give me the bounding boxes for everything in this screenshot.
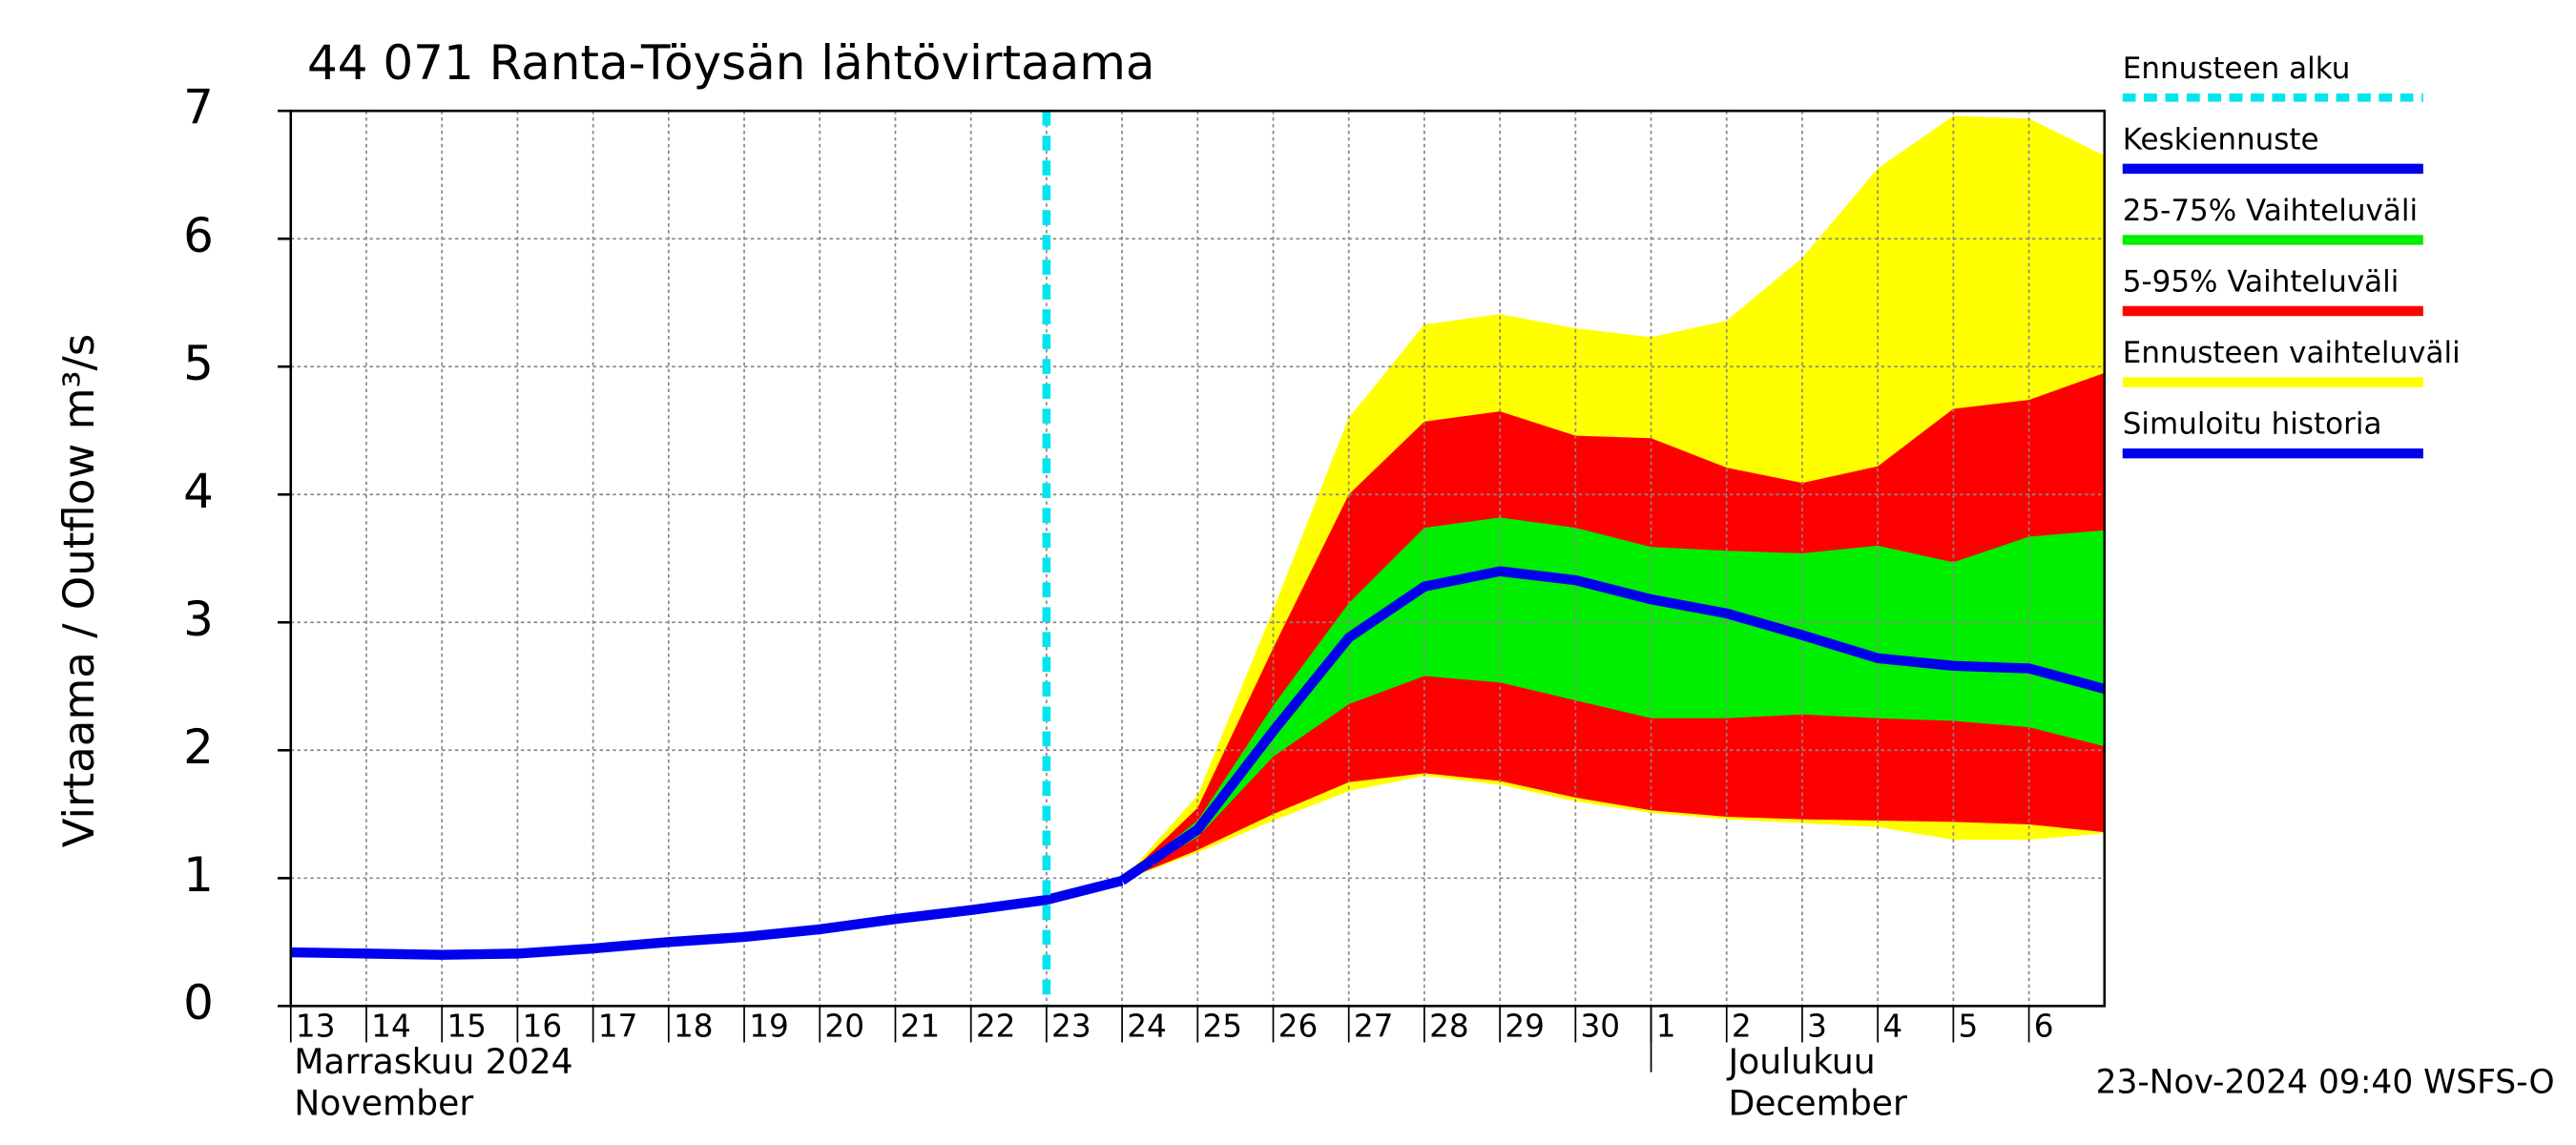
x-tick-label: 30 — [1581, 1008, 1621, 1044]
x-tick-label: 24 — [1127, 1008, 1167, 1044]
legend-label: 5-95% Vaihteluväli — [2123, 264, 2399, 299]
x-tick-label: 2 — [1732, 1008, 1752, 1044]
x-tick-label: 28 — [1429, 1008, 1469, 1044]
y-tick-label: 7 — [183, 79, 214, 135]
x-tick-label: 23 — [1051, 1008, 1091, 1044]
timestamp: 23-Nov-2024 09:40 WSFS-O — [2096, 1063, 2555, 1101]
legend-label: Ennusteen alku — [2123, 52, 2351, 86]
y-tick-label: 5 — [183, 335, 214, 391]
y-axis-label: Virtaama / Outflow m³/s — [53, 334, 104, 848]
y-tick-label: 1 — [183, 846, 214, 903]
x-tick-label: 26 — [1278, 1008, 1319, 1044]
x-tick-label: 1 — [1656, 1008, 1676, 1044]
legend-label: 25-75% Vaihteluväli — [2123, 194, 2418, 228]
y-tick-label: 2 — [183, 718, 214, 775]
y-tick-label: 4 — [183, 463, 214, 519]
x-tick-label: 20 — [824, 1008, 864, 1044]
x-tick-label: 3 — [1807, 1008, 1827, 1044]
x-tick-label: 6 — [2034, 1008, 2054, 1044]
x-tick-label: 22 — [976, 1008, 1016, 1044]
month-label: November — [294, 1082, 473, 1123]
month-label: Marraskuu 2024 — [294, 1041, 572, 1082]
plot-frame — [289, 109, 2107, 1008]
x-tick-label: 25 — [1202, 1008, 1242, 1044]
legend-label: Keskiennuste — [2123, 122, 2319, 156]
line — [1119, 566, 2107, 885]
x-tick-label: 27 — [1354, 1008, 1394, 1044]
x-tick-label: 17 — [598, 1008, 638, 1044]
y-tick-label: 0 — [183, 974, 214, 1030]
x-tick-label: 5 — [1959, 1008, 1979, 1044]
month-label: Joulukuu — [1726, 1041, 1875, 1082]
x-tick-label: 14 — [371, 1008, 411, 1044]
month-label: December — [1728, 1082, 1906, 1123]
legend-label: Simuloitu historia — [2123, 407, 2382, 442]
x-tick-label: 15 — [447, 1008, 487, 1044]
x-tick-label: 16 — [523, 1008, 563, 1044]
x-tick-label: 18 — [674, 1008, 714, 1044]
y-tick-label: 6 — [183, 207, 214, 263]
legend-label: Ennusteen vaihteluväli — [2123, 336, 2461, 370]
x-tick-label: 4 — [1882, 1008, 1902, 1044]
x-tick-label: 29 — [1505, 1008, 1545, 1044]
line — [290, 875, 1124, 960]
band — [1122, 517, 2105, 881]
x-tick-label: 21 — [901, 1008, 941, 1044]
y-tick-label: 3 — [183, 591, 214, 647]
x-tick-label: 13 — [296, 1008, 336, 1044]
x-tick-label: 19 — [749, 1008, 789, 1044]
chart-title: 44 071 Ranta-Töysän lähtövirtaama — [307, 34, 1154, 91]
